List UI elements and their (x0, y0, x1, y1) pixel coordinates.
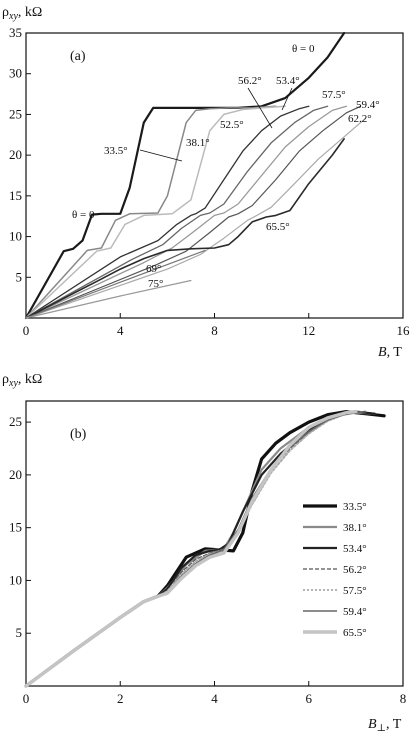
panel-b-label: (b) (70, 427, 87, 442)
panel-a-series-line-33-5 (25, 105, 277, 319)
panel-b-series-line-65-5- (24, 409, 358, 688)
panel-a-y-tick-label: 30 (9, 66, 22, 81)
panel-b-x-tick-label: 6 (306, 691, 313, 706)
panel-a-x-tick-label: 4 (117, 323, 124, 338)
panel-a-x-tick-label: 0 (23, 323, 30, 338)
panel-a-x-tick-label: 12 (302, 323, 315, 338)
panel-a: 0 4 8 12 16 5 10 15 20 25 30 35 ρxy, kΩ B, T (a) θ … (2, 5, 410, 360)
panel-a-y-tick-label: 35 (9, 25, 22, 40)
annotation-69: 69° (146, 263, 161, 275)
annotation-33-5-leader (139, 149, 183, 162)
annotation-53-4: 53.4° (276, 75, 300, 87)
panel-a-series-line-65-5 (25, 138, 345, 319)
panel-a-ticks: 0 4 8 12 16 5 10 15 20 25 30 35 (9, 25, 410, 338)
panel-b-x-tick-label: 0 (23, 691, 30, 706)
legend-label-59-4-: 59.4° (343, 606, 367, 618)
annotation-theta-0-left: θ = 0 (72, 209, 95, 221)
panel-b-series (24, 409, 386, 688)
panel-a-series-line-75 (25, 279, 192, 319)
panel-a-series-line-38-1 (25, 105, 286, 319)
panel-b-ticks: 0 2 4 6 8 5 10 15 20 25 (9, 414, 406, 706)
annotation-59-4: 59.4° (356, 99, 380, 111)
annotation-53-4-leader (281, 87, 293, 111)
legend-label-38-1-: 38.1° (343, 522, 367, 534)
panel-b-x-tick-label: 2 (117, 691, 124, 706)
legend-label-65-5-: 65.5° (343, 627, 367, 639)
panel-a-y-tick-label: 10 (9, 229, 22, 244)
panel-a-y-tick-label: 25 (9, 106, 22, 121)
panel-a-y-tick-label: 5 (16, 269, 23, 284)
legend-label-57-5-: 57.5° (343, 585, 367, 597)
panel-b-legend: 33.5° 38.1° 53.4° 56.2° 57.5° 59.4° 65.5° (303, 501, 367, 639)
panel-b-y-tick-label: 15 (9, 520, 22, 535)
annotation-38-1: 38.1° (186, 137, 210, 149)
annotation-56-2: 56.2° (238, 75, 262, 87)
annotation-75: 75° (148, 278, 163, 290)
panel-a-label: (a) (70, 49, 86, 64)
panel-a-y-tick-label: 20 (9, 147, 22, 162)
annotation-theta-0-top: θ = 0 (292, 43, 315, 55)
legend-label-53-4-: 53.4° (343, 543, 367, 555)
annotation-57-5: 57.5° (322, 89, 346, 101)
annotation-56-2-leader (247, 87, 273, 129)
panel-b-y-tick-label: 25 (9, 414, 22, 429)
panel-a-y-axis-label: ρxy, kΩ (2, 5, 42, 22)
panel-b: 0 2 4 6 8 5 10 15 20 25 33.5° 38.1° 53.4° 56.2° 57.5°… (2, 372, 406, 734)
panel-a-series-line-59-4 (25, 105, 362, 319)
panel-a-x-tick-label: 16 (397, 323, 411, 338)
panel-b-y-tick-label: 20 (9, 467, 22, 482)
panel-b-x-tick-label: 4 (211, 691, 218, 706)
panel-a-x-axis-label: B, T (378, 345, 402, 360)
annotation-52-5: 52.5° (220, 119, 244, 131)
annotation-62-2: 62.2° (348, 113, 372, 125)
panel-a-plot-frame (25, 32, 404, 319)
panel-a-series (24, 31, 366, 320)
panel-a-y-tick-label: 15 (9, 188, 22, 203)
panel-b-x-tick-label: 8 (400, 691, 407, 706)
panel-b-y-tick-label: 10 (9, 572, 22, 587)
panel-b-x-axis-label: B⊥, T (368, 717, 402, 734)
panel-a-series-line-0 (24, 31, 346, 320)
panel-b-y-axis-label: ρxy, kΩ (2, 372, 42, 389)
panel-a-series-line-69 (25, 249, 206, 319)
panel-a-series-line-52-5 (25, 105, 310, 319)
legend-label-56-2-: 56.2° (343, 564, 367, 576)
annotation-33-5: 33.5° (104, 145, 128, 157)
annotation-65-5: 65.5° (266, 221, 290, 233)
panel-a-series-line-56-2 (25, 105, 329, 319)
legend-label-33-5-: 33.5° (343, 501, 367, 513)
panel-a-x-tick-label: 8 (211, 323, 218, 338)
panel-a-series-line-62-2 (25, 117, 366, 319)
panel-b-y-tick-label: 5 (16, 625, 23, 640)
